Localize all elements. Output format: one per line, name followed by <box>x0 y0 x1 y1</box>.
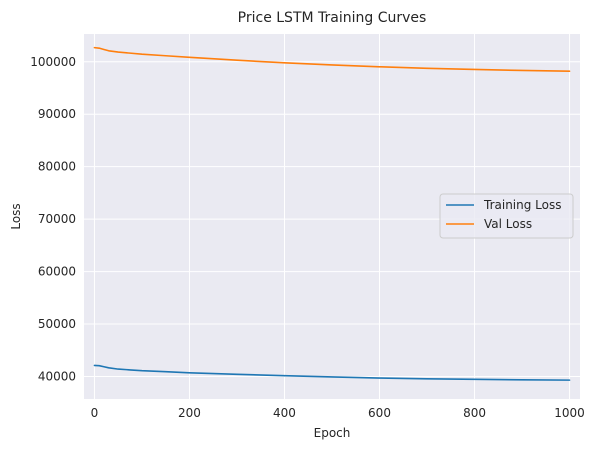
y-ticks: 40000 50000 60000 70000 80000 90000 100000 <box>30 55 76 384</box>
legend-label: Val Loss <box>484 217 532 231</box>
y-tick-label: 70000 <box>38 212 76 226</box>
x-tick-label: 200 <box>178 406 201 420</box>
y-tick-label: 90000 <box>38 107 76 121</box>
legend-label: Training Loss <box>483 198 561 212</box>
y-axis-label: Loss <box>9 203 23 229</box>
x-ticks: 0 200 400 600 800 1000 <box>91 406 585 420</box>
series-line-val-loss <box>93 46 571 73</box>
x-tick-label: 0 <box>91 406 99 420</box>
x-axis-label: Epoch <box>314 426 351 440</box>
y-tick-label: 50000 <box>38 317 76 331</box>
x-tick-label: 1000 <box>554 406 585 420</box>
y-tick-label: 100000 <box>30 55 76 69</box>
y-tick-label: 80000 <box>38 160 76 174</box>
y-tick-label: 40000 <box>38 369 76 383</box>
x-tick-label: 600 <box>368 406 391 420</box>
y-tick-label: 60000 <box>38 265 76 279</box>
x-tick-label: 400 <box>273 406 296 420</box>
series-layer <box>93 46 571 381</box>
x-tick-label: 800 <box>463 406 486 420</box>
chart-title: Price LSTM Training Curves <box>238 10 427 26</box>
series-line-training-loss <box>93 364 571 381</box>
legend: Training Loss Val Loss <box>439 193 574 239</box>
